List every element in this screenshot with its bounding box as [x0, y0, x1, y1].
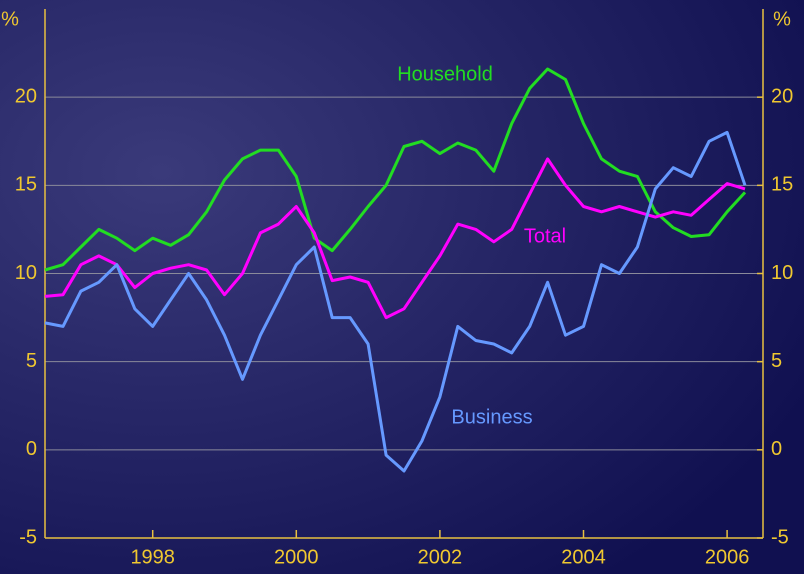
- chart: % % -5 0 5 10 15 20 -5 0 5 10 15 20 1998 2000 2002 2004…: [0, 0, 804, 574]
- y2-tick-label: 5: [771, 350, 782, 372]
- y-axis-label: %: [1, 8, 19, 30]
- x-tick-label: 1998: [130, 546, 175, 568]
- y2-tick-label: 10: [771, 262, 793, 284]
- series-label: Total: [524, 225, 566, 247]
- y2-tick-label: 15: [771, 174, 793, 196]
- background: [0, 0, 804, 574]
- y-tick-label: 20: [15, 85, 37, 107]
- x-tick-label: 2006: [705, 546, 750, 568]
- x-tick-label: 2000: [274, 546, 319, 568]
- y-tick-label: -5: [19, 526, 37, 548]
- series-label: Household: [397, 63, 493, 85]
- y2-axis-label: %: [773, 8, 791, 30]
- y2-tick-label: 0: [771, 438, 782, 460]
- y2-tick-label: 20: [771, 85, 793, 107]
- x-tick-label: 2002: [418, 546, 463, 568]
- y-tick-label: 5: [26, 350, 37, 372]
- y-tick-label: 15: [15, 174, 37, 196]
- y-tick-label: 10: [15, 262, 37, 284]
- y2-tick-label: -5: [771, 526, 789, 548]
- y-tick-label: 0: [26, 438, 37, 460]
- series-label: Business: [451, 406, 532, 428]
- x-tick-label: 2004: [561, 546, 606, 568]
